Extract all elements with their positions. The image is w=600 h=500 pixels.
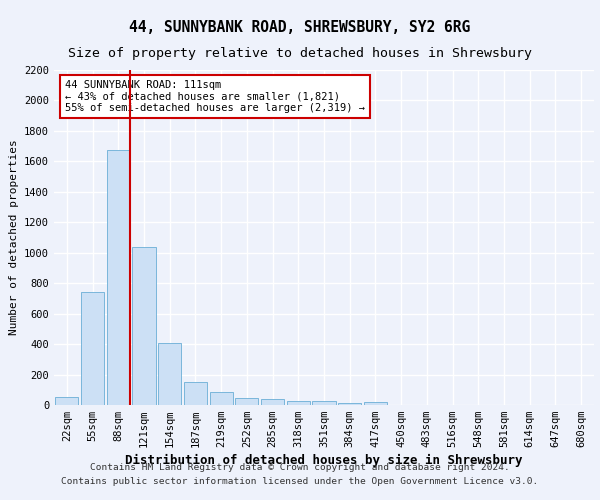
Text: Contains public sector information licensed under the Open Government Licence v3: Contains public sector information licen… bbox=[61, 478, 539, 486]
X-axis label: Distribution of detached houses by size in Shrewsbury: Distribution of detached houses by size … bbox=[125, 454, 523, 468]
Text: Contains HM Land Registry data © Crown copyright and database right 2024.: Contains HM Land Registry data © Crown c… bbox=[90, 464, 510, 472]
Bar bbox=[133, 248, 155, 405]
Y-axis label: Number of detached properties: Number of detached properties bbox=[8, 140, 19, 336]
Text: 44, SUNNYBANK ROAD, SHREWSBURY, SY2 6RG: 44, SUNNYBANK ROAD, SHREWSBURY, SY2 6RG bbox=[130, 20, 470, 35]
Bar bbox=[364, 402, 387, 405]
Bar bbox=[209, 392, 233, 405]
Bar bbox=[184, 382, 207, 405]
Bar bbox=[107, 150, 130, 405]
Text: 44 SUNNYBANK ROAD: 111sqm
← 43% of detached houses are smaller (1,821)
55% of se: 44 SUNNYBANK ROAD: 111sqm ← 43% of detac… bbox=[65, 80, 365, 113]
Bar bbox=[287, 400, 310, 405]
Bar bbox=[338, 402, 361, 405]
Bar bbox=[235, 398, 259, 405]
Bar bbox=[313, 400, 335, 405]
Text: Size of property relative to detached houses in Shrewsbury: Size of property relative to detached ho… bbox=[68, 48, 532, 60]
Bar bbox=[55, 396, 79, 405]
Bar bbox=[81, 292, 104, 405]
Bar bbox=[261, 399, 284, 405]
Bar bbox=[158, 342, 181, 405]
